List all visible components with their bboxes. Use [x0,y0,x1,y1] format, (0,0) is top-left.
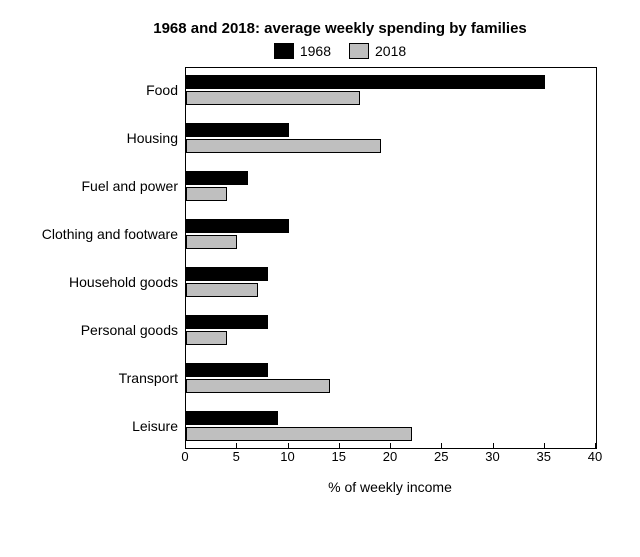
legend: 1968 2018 [20,43,640,59]
bar-1968 [186,267,268,281]
bar-1968 [186,315,268,329]
tick-label: 30 [485,449,499,464]
chart-container: 1968 and 2018: average weekly spending b… [20,20,640,537]
legend-item-2018: 2018 [349,43,406,59]
tick-label: 15 [332,449,346,464]
legend-label-1968: 1968 [300,43,331,59]
bar-1968 [186,219,289,233]
bar-1968 [186,411,278,425]
category-label: Household goods [69,274,178,290]
category-label: Fuel and power [81,178,178,194]
bar-1968 [186,75,545,89]
category-label: Personal goods [81,322,178,338]
tick-label: 10 [280,449,294,464]
bar-2018 [186,187,227,201]
category-label: Food [146,82,178,98]
legend-label-2018: 2018 [375,43,406,59]
plot-container: FoodHousingFuel and powerClothing and fo… [185,67,595,495]
tick-label: 0 [181,449,188,464]
legend-swatch-2018 [349,43,369,59]
bar-2018 [186,331,227,345]
bar-2018 [186,235,237,249]
category-label: Clothing and footware [42,226,178,242]
bar-1968 [186,123,289,137]
tick-label: 20 [383,449,397,464]
tick-label: 35 [537,449,551,464]
category-label: Leisure [132,418,178,434]
chart-title: 1968 and 2018: average weekly spending b… [20,20,640,37]
category-label: Housing [127,130,178,146]
bar-1968 [186,363,268,377]
legend-swatch-1968 [274,43,294,59]
bar-2018 [186,91,360,105]
category-label: Transport [119,370,178,386]
tick-label: 5 [233,449,240,464]
tick-label: 25 [434,449,448,464]
bar-2018 [186,139,381,153]
plot-area: FoodHousingFuel and powerClothing and fo… [185,67,597,449]
bar-2018 [186,283,258,297]
tick-label: 40 [588,449,602,464]
x-ticks: 0510152025303540 [185,449,595,471]
legend-item-1968: 1968 [274,43,331,59]
bar-2018 [186,379,330,393]
x-axis-label: % of weekly income [185,479,595,495]
bar-1968 [186,171,248,185]
bar-2018 [186,427,412,441]
